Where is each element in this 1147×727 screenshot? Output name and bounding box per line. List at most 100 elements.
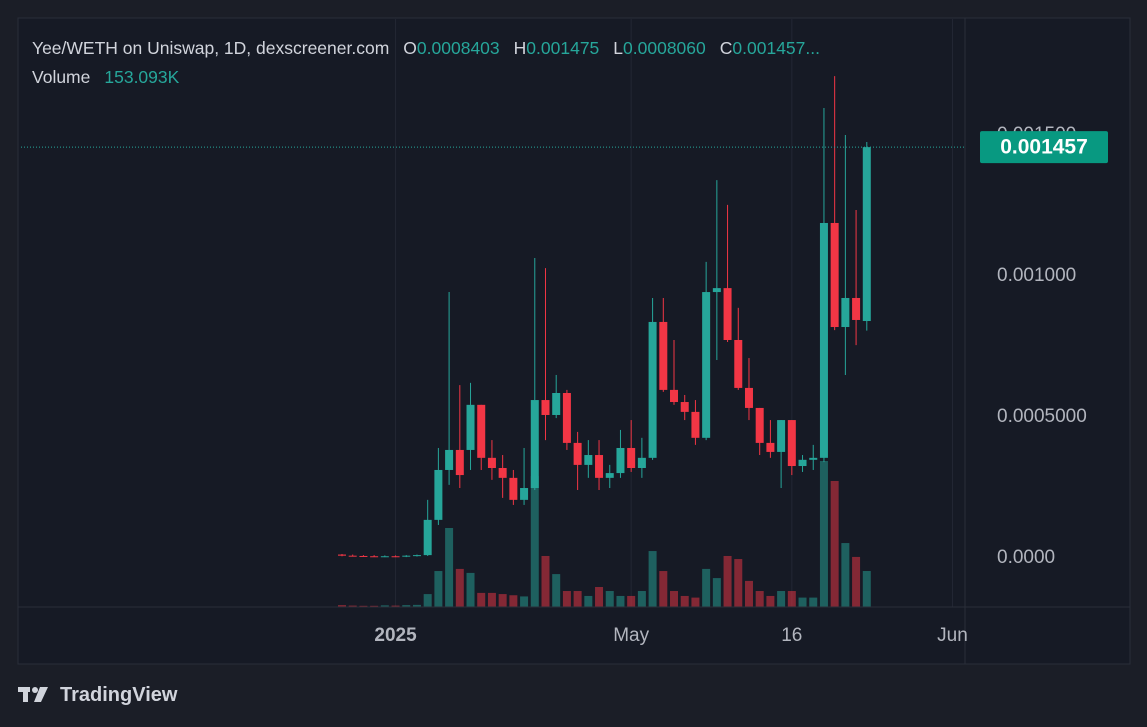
volume-bar (391, 605, 400, 607)
volume-bar (841, 543, 850, 607)
candle-body (584, 455, 593, 465)
volume-bar (520, 596, 529, 607)
x-tick-label: 16 (781, 625, 802, 646)
chart-frame (17, 17, 1131, 665)
volume-bar (723, 555, 732, 607)
volume-bar (659, 571, 668, 607)
candle-body (487, 457, 496, 468)
volume-bar (787, 591, 796, 607)
candle-body (520, 488, 529, 500)
y-tick-label: 0.0000 (997, 547, 1055, 568)
candle-body (380, 556, 389, 558)
candle-body (605, 473, 614, 478)
candle-body (862, 147, 871, 322)
candle-body (445, 449, 454, 470)
volume-bar (755, 591, 764, 607)
volume-bar (498, 594, 507, 607)
candle-body (402, 555, 411, 557)
candle-body (359, 555, 368, 557)
y-tick-label: 0.001000 (997, 265, 1076, 286)
volume-bar (562, 591, 571, 607)
volume-bar (809, 597, 818, 607)
legend: Yee/WETH on Uniswap, 1D, dexscreener.com… (32, 34, 820, 92)
volume-bar (552, 574, 561, 607)
volume-bar (627, 595, 636, 607)
candle-body (702, 292, 711, 438)
candle-body (830, 222, 839, 328)
volume-bar (445, 528, 454, 607)
candle-body (659, 321, 668, 390)
candle-body (691, 411, 700, 438)
legend-row: Yee/WETH on Uniswap, 1D, dexscreener.com… (32, 34, 820, 63)
candle-body (455, 449, 464, 476)
ohlc-value: 0.001475 (526, 38, 600, 58)
volume-bar (573, 591, 582, 607)
candle-body (530, 400, 539, 489)
x-tick-label: May (613, 625, 649, 646)
candle-body (466, 404, 475, 450)
candle-body (744, 387, 753, 408)
volume-bar (616, 595, 625, 607)
candle-body (819, 222, 828, 458)
volume-bar (862, 571, 871, 607)
candle-body (338, 554, 346, 556)
volume-bar (734, 559, 743, 607)
ohlc-key: H (513, 38, 527, 58)
candle-body (627, 447, 636, 468)
volume-bar (434, 571, 443, 607)
volume-bar (530, 476, 539, 607)
candle-body (348, 555, 357, 557)
candle-body (412, 555, 421, 557)
candle-body (477, 404, 486, 458)
brand-logo (18, 687, 48, 702)
candle-body (841, 297, 850, 328)
volume-bar (819, 461, 828, 607)
volume-bar (348, 605, 357, 607)
candle-body (852, 297, 861, 320)
x-tick-label: Jun (937, 625, 968, 646)
ohlc-value: 0.001457... (732, 38, 820, 58)
volume-bar (670, 591, 679, 607)
volume-bar (541, 555, 550, 607)
volume-bar (648, 551, 657, 607)
volume-bar (712, 578, 721, 607)
candle-body (616, 447, 625, 474)
volume-bar (852, 556, 861, 607)
candle-body (777, 420, 786, 452)
volume-bar (691, 597, 700, 607)
ohlc-key: C (719, 38, 733, 58)
candle-body (541, 400, 550, 415)
volume-bar (455, 568, 464, 607)
symbol-title: Yee/WETH on Uniswap, 1D, dexscreener.com (32, 38, 390, 58)
candle-body (562, 392, 571, 443)
volume-bar (359, 605, 368, 607)
volume-bar (830, 480, 839, 607)
volume-bar (637, 591, 646, 607)
volume-bar (509, 595, 518, 607)
candle-body (573, 442, 582, 465)
volume-bar (338, 605, 346, 607)
volume-bar (605, 591, 614, 607)
volume-bar (680, 595, 689, 607)
candle-body (787, 420, 796, 467)
volume-bar (777, 591, 786, 607)
volume-value: 153.093K (104, 67, 180, 87)
legend-row: Volume 153.093K (32, 63, 820, 92)
volume-bar (744, 580, 753, 607)
volume-bar (702, 568, 711, 607)
volume-bar (412, 604, 421, 607)
candle-body (766, 442, 775, 452)
y-tick-label: 0.0005000 (997, 406, 1087, 427)
candle-body (498, 467, 507, 478)
volume-bar (584, 595, 593, 607)
volume-bar (370, 605, 379, 607)
candle-body (434, 469, 443, 520)
last-price-label: 0.001457 (1000, 136, 1088, 159)
volume-bar (466, 572, 475, 607)
volume-bar (402, 605, 411, 607)
candle-body (680, 402, 689, 412)
volume-label: Volume (32, 67, 91, 87)
candle-body (370, 556, 379, 558)
